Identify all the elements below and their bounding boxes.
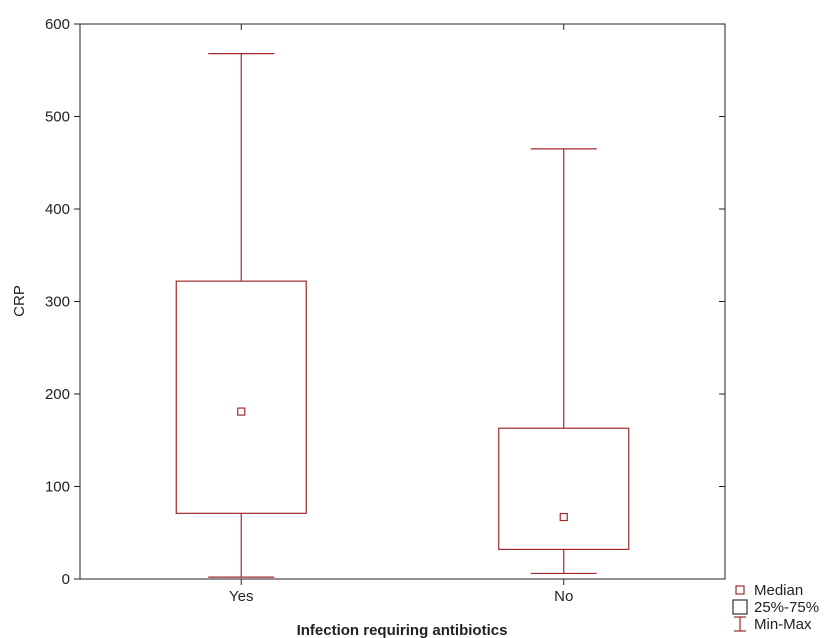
iqr-box [498,427,630,551]
median-marker [559,512,568,522]
box-group [498,148,630,575]
y-tick-label: 0 [62,571,70,588]
x-tick-label: No [554,588,573,605]
median-marker [237,407,246,416]
legend-label: Median [754,582,803,599]
legend-box-swatch [732,599,748,615]
box-group [175,52,307,578]
y-axis-label: CRP [11,285,28,317]
iqr-box [175,280,307,514]
y-axis-ticks: 0 100 200 300 400 500 600 [45,16,725,588]
legend-label: Min-Max [754,616,812,633]
y-tick-label: 100 [45,479,70,496]
y-tick-label: 300 [45,294,70,311]
legend-median-swatch [735,585,745,595]
x-axis-label: Infection requiring antibiotics [297,622,508,638]
y-tick-label: 500 [45,109,70,126]
y-tick-label: 600 [45,16,70,33]
x-tick-label: Yes [229,588,253,605]
legend-label: 25%-75% [754,599,819,616]
box-series [175,52,630,578]
x-axis-ticks: Yes No [229,24,573,605]
y-tick-label: 400 [45,201,70,218]
y-tick-label: 200 [45,386,70,403]
